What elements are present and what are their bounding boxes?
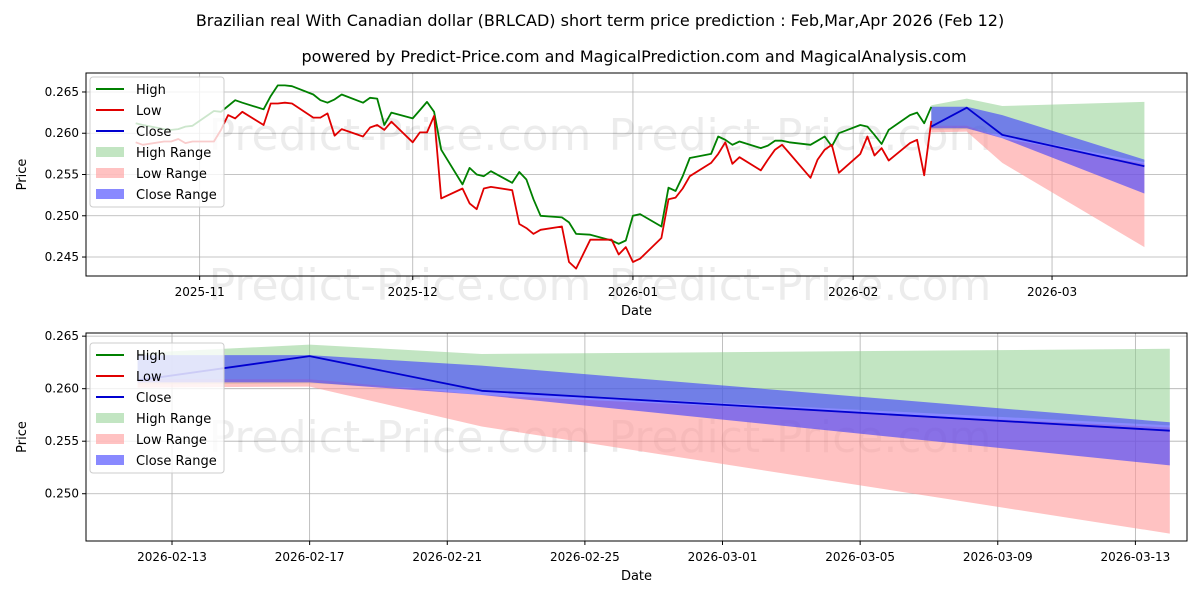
x-tick-label: 2026-03-09 [963,550,1033,564]
y-tick-label: 0.260 [45,126,79,140]
legend-swatch [96,434,124,444]
legend-swatch [96,413,124,423]
legend-label: Low [136,370,162,385]
x-tick-label: 2026-02 [828,285,878,299]
x-tick-label: 2026-03-01 [688,550,758,564]
x-tick-label: 2026-03-05 [825,550,895,564]
grid-lines [86,73,1187,276]
legend-swatch [96,455,124,465]
legend: High Low Close High Range Low Range Close Ran… [89,342,225,474]
x-axis-label: Date [621,304,652,319]
watermark-text: Predict-Price.com [209,260,592,311]
history-panel: Predict-Price.com Predict-Price.com Predic… [15,72,1188,319]
high-line [135,84,933,245]
x-tick-label: 2026-02-17 [275,550,345,564]
close-range-band [137,355,1170,466]
legend-swatch [96,189,124,199]
legend-label: Close [136,391,171,406]
x-tick-label: 2026-03-13 [1101,550,1171,564]
x-tick-label: 2025-12 [388,285,438,299]
x-tick-label: 2026-02-25 [550,550,620,564]
axis-ticks: 2026-02-13 2026-02-17 2026-02-21 2026-02-25… [45,329,1171,564]
legend-label: High [136,349,166,364]
legend-label: High Range [136,412,211,427]
watermark-text: Predict-Price.com [609,260,992,311]
low-line [135,101,933,270]
legend-label: Close [136,125,171,140]
axes-frame [85,332,1188,542]
x-tick-label: 2026-02-21 [412,550,482,564]
watermark-text: Predict-Price.com [209,110,592,161]
plot-area [137,344,1170,534]
x-tick-label: 2025-11 [175,285,225,299]
chart-subtitle: powered by Predict-Price.com and Magical… [301,47,966,66]
axis-ticks: 2025-11 2025-12 2026-01 2026-02 2026-03 0.245… [45,85,1077,299]
legend-label: Close Range [136,454,217,469]
legend-swatch [96,147,124,157]
close-forecast-line [930,106,1145,168]
close-range-band [931,106,1145,194]
y-tick-label: 0.250 [45,487,79,501]
x-axis-label: Date [621,569,652,584]
legend-label: High [136,83,166,98]
y-axis-label: Price [15,421,30,453]
legend-swatch [96,168,124,178]
x-tick-label: 2026-02-13 [137,550,207,564]
forecast-zoom-panel: Predict-Price.comPredict-Price.com2026-0… [15,329,1188,584]
y-tick-label: 0.255 [45,434,79,448]
legend-label: Low [136,104,162,119]
chart-title: Brazilian real With Canadian dollar (BRL… [196,11,1004,30]
y-axis-label: Price [15,159,30,191]
y-tick-label: 0.250 [45,209,79,223]
y-tick-label: 0.265 [45,85,79,99]
legend-label: High Range [136,146,211,161]
legend: High Low Close High Range Low Range Close Ran… [89,76,225,208]
legend-label: Low Range [136,167,207,182]
y-tick-label: 0.245 [45,250,79,264]
x-tick-label: 2026-01 [608,285,658,299]
y-tick-label: 0.260 [45,382,79,396]
y-tick-label: 0.265 [45,329,79,343]
x-tick-label: 2026-03 [1027,285,1077,299]
legend-label: Close Range [136,188,217,203]
plot-area [135,84,1145,270]
legend-label: Low Range [136,433,207,448]
y-tick-label: 0.255 [45,168,79,182]
